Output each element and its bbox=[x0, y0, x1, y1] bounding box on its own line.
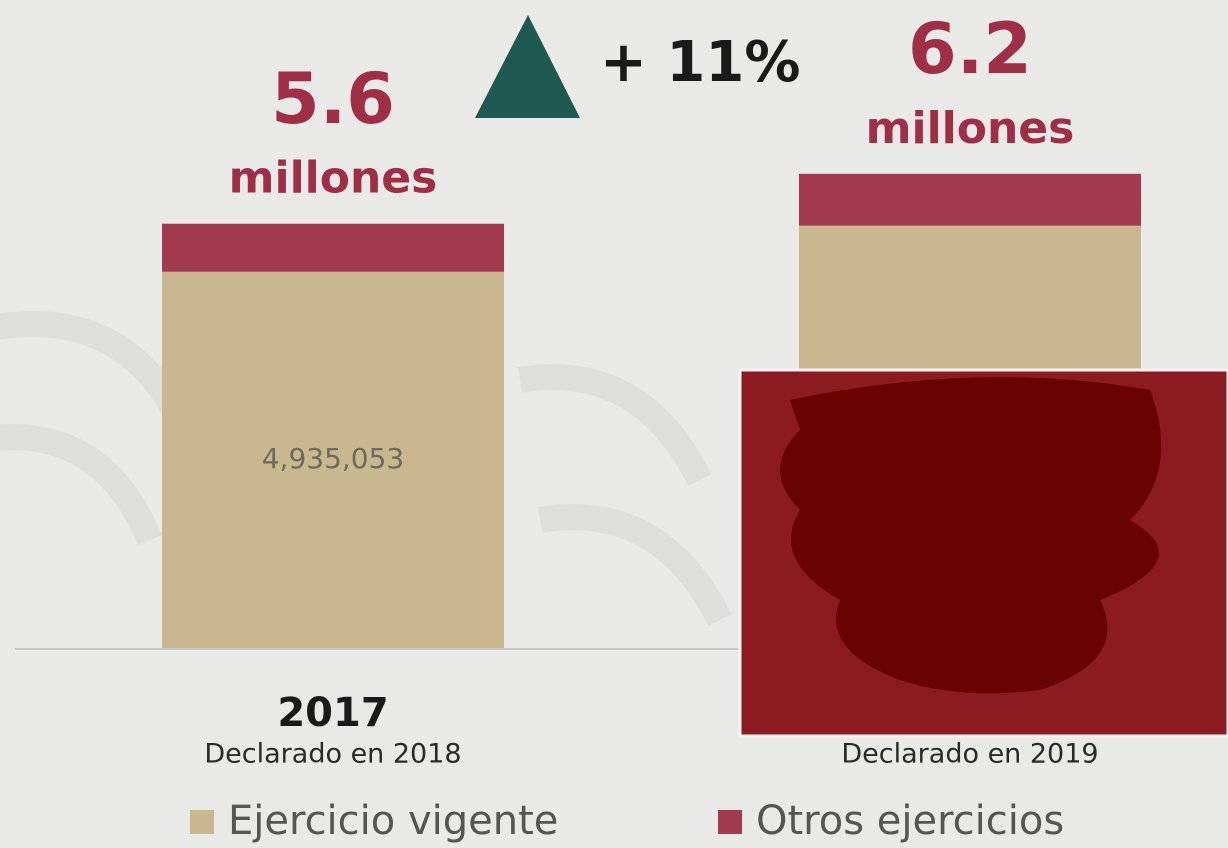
legend-label: Ejercicio vigente bbox=[228, 798, 558, 844]
bar-segment bbox=[162, 271, 504, 648]
total-unit: millones bbox=[229, 153, 438, 204]
legend-swatch bbox=[190, 810, 214, 834]
x-subtitle: Declarado en 2019 bbox=[841, 739, 1098, 770]
pattern-stroke bbox=[537, 504, 732, 626]
pattern-stroke bbox=[517, 364, 712, 486]
redaction-overlay bbox=[738, 368, 1228, 738]
bar-segment bbox=[799, 173, 1141, 226]
value-label: 4,935,053 bbox=[262, 442, 405, 475]
pattern-stroke bbox=[0, 424, 162, 546]
annotation: + 11% bbox=[600, 30, 800, 95]
redaction-scribble bbox=[780, 377, 1162, 694]
total-label: 6.2 bbox=[908, 8, 1032, 90]
bar-segment bbox=[162, 223, 504, 272]
total-unit: millones bbox=[866, 103, 1075, 154]
legend-swatch bbox=[718, 810, 742, 834]
legend-label: Otros ejercicios bbox=[756, 798, 1064, 844]
bars: 4,935,053 bbox=[162, 173, 1141, 648]
x-tick-label: 2017 bbox=[277, 690, 388, 736]
x-subtitle: Declarado en 2018 bbox=[204, 739, 461, 770]
increase-triangle bbox=[475, 15, 580, 118]
total-label: 5.6 bbox=[271, 58, 395, 140]
